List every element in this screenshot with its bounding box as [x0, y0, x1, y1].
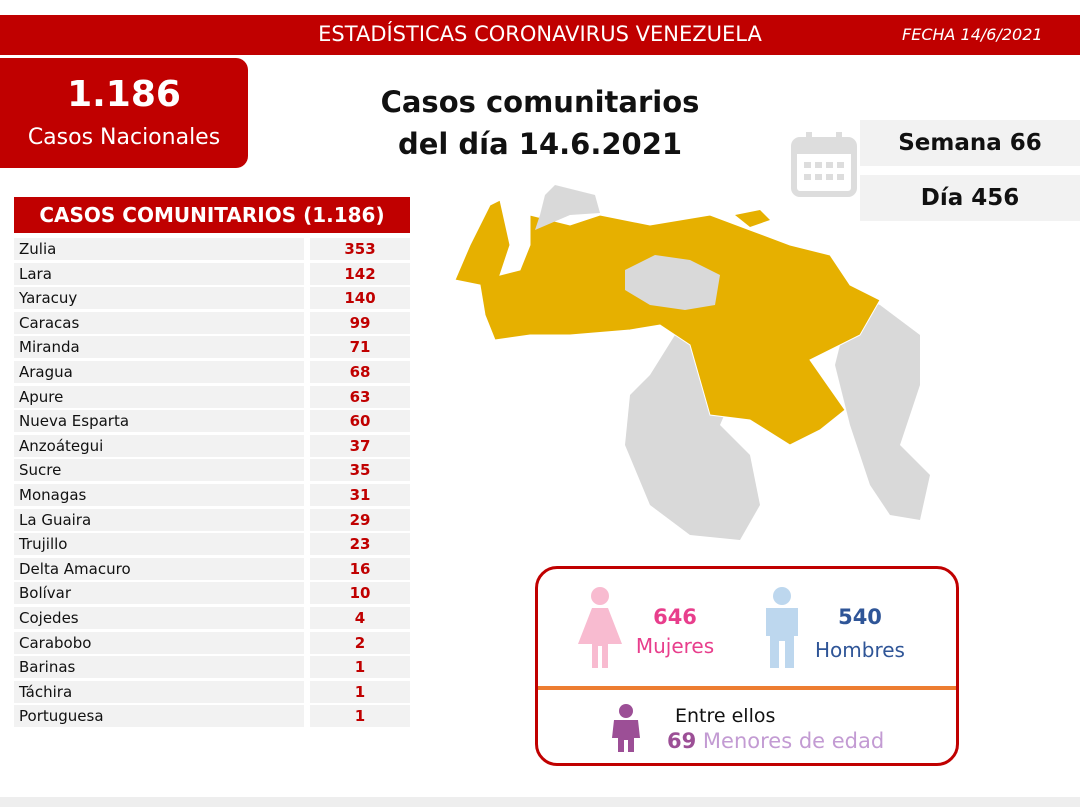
state-name: Portuguesa — [14, 705, 304, 728]
header-bar — [0, 15, 1080, 55]
state-cases: 1 — [310, 680, 410, 703]
table-row: Cojedes 4 — [14, 607, 410, 629]
state-name: Delta Amacuro — [14, 557, 304, 580]
state-cases: 63 — [310, 385, 410, 408]
national-value: 1.186 — [67, 74, 181, 115]
national-box — [0, 58, 248, 168]
state-name: Barinas — [14, 656, 304, 679]
minors: 69 Menores de edad — [667, 729, 884, 753]
child-icon — [612, 704, 640, 752]
headline: del día 14.6.2021 — [397, 127, 683, 161]
women-label: Mujeres — [635, 634, 715, 658]
header-date: FECHA 14/6/2021 — [902, 25, 1043, 44]
men-label: Hombres — [815, 638, 905, 662]
table-row: Monagas 31 — [14, 484, 410, 506]
state-cases: 60 — [310, 410, 410, 433]
headline: Casos comunitarios — [380, 85, 700, 119]
state-name: Monagas — [14, 484, 304, 506]
table-row: La Guaira 29 — [14, 508, 410, 531]
table-row: Trujillo 23 — [14, 533, 410, 556]
table-row: Caracas 99 — [14, 311, 410, 334]
state-name: Táchira — [14, 680, 304, 703]
minors-label: Menores de edad — [702, 729, 885, 753]
footer-strip — [0, 797, 1080, 807]
state-cases: 37 — [310, 434, 410, 457]
state-cases: 10 — [310, 582, 410, 605]
gender-box — [535, 566, 959, 766]
state-cases: 35 — [310, 459, 410, 482]
man-icon — [766, 587, 798, 668]
state-name: Cojedes — [14, 607, 304, 629]
table-row: Bolívar 10 — [14, 582, 410, 605]
table-row: Delta Amacuro 16 — [14, 557, 410, 580]
national-label: Casos Nacionales — [27, 125, 221, 150]
state-name: Sucre — [14, 459, 304, 482]
state-name: Aragua — [14, 361, 304, 383]
state-name: Nueva Esparta — [14, 410, 304, 433]
header-title: ESTADÍSTICAS CORONAVIRUS VENEZUELA — [318, 22, 762, 46]
state-name: Zulia — [14, 238, 304, 260]
divider — [538, 686, 956, 690]
state-cases: 1 — [310, 656, 410, 679]
table-row: Táchira 1 — [14, 680, 410, 703]
table-row: Lara 142 — [14, 262, 410, 285]
table-row: Carabobo 2 — [14, 631, 410, 654]
state-name: Trujillo — [14, 533, 304, 556]
table-row: Zulia 353 — [14, 238, 410, 260]
table-title: CASOS COMUNITARIOS (1.186) — [14, 197, 410, 233]
state-cases: 68 — [310, 361, 410, 383]
table-row: Yaracuy 140 — [14, 287, 410, 310]
table-row: Anzoátegui 37 — [14, 434, 410, 457]
state-cases: 31 — [310, 484, 410, 506]
state-cases: 1 — [310, 705, 410, 728]
state-cases: 16 — [310, 557, 410, 580]
state-name: Anzoátegui — [14, 434, 304, 457]
table-row: Portuguesa 1 — [14, 705, 410, 728]
state-name: Yaracuy — [14, 287, 304, 310]
state-name: Bolívar — [14, 582, 304, 605]
state-name: Miranda — [14, 336, 304, 359]
minors-value: 69 — [667, 729, 697, 753]
men-value: 540 — [838, 605, 882, 629]
state-name: Carabobo — [14, 631, 304, 654]
minors-intro: Entre ellos — [675, 705, 776, 727]
state-cases: 99 — [310, 311, 410, 334]
state-name: Caracas — [14, 311, 304, 334]
state-cases: 23 — [310, 533, 410, 556]
day: Día 456 — [860, 175, 1080, 221]
state-cases: 142 — [310, 262, 410, 285]
table-row: Miranda 71 — [14, 336, 410, 359]
table-row: Aragua 68 — [14, 361, 410, 383]
table-row: Sucre 35 — [14, 459, 410, 482]
state-cases: 4 — [310, 607, 410, 629]
state-name: Lara — [14, 262, 304, 285]
state-name: Apure — [14, 385, 304, 408]
calendar-icon — [791, 132, 857, 197]
state-cases: 29 — [310, 508, 410, 531]
state-cases: 140 — [310, 287, 410, 310]
table-row: Apure 63 — [14, 385, 410, 408]
state-cases: 353 — [310, 238, 410, 260]
women-value: 646 — [653, 605, 697, 629]
state-cases: 71 — [310, 336, 410, 359]
woman-icon — [578, 587, 622, 668]
state-name: La Guaira — [14, 508, 304, 531]
map — [454, 185, 930, 540]
state-cases: 2 — [310, 631, 410, 654]
table-row: Nueva Esparta 60 — [14, 410, 410, 433]
week: Semana 66 — [860, 120, 1080, 166]
table-row: Barinas 1 — [14, 656, 410, 679]
